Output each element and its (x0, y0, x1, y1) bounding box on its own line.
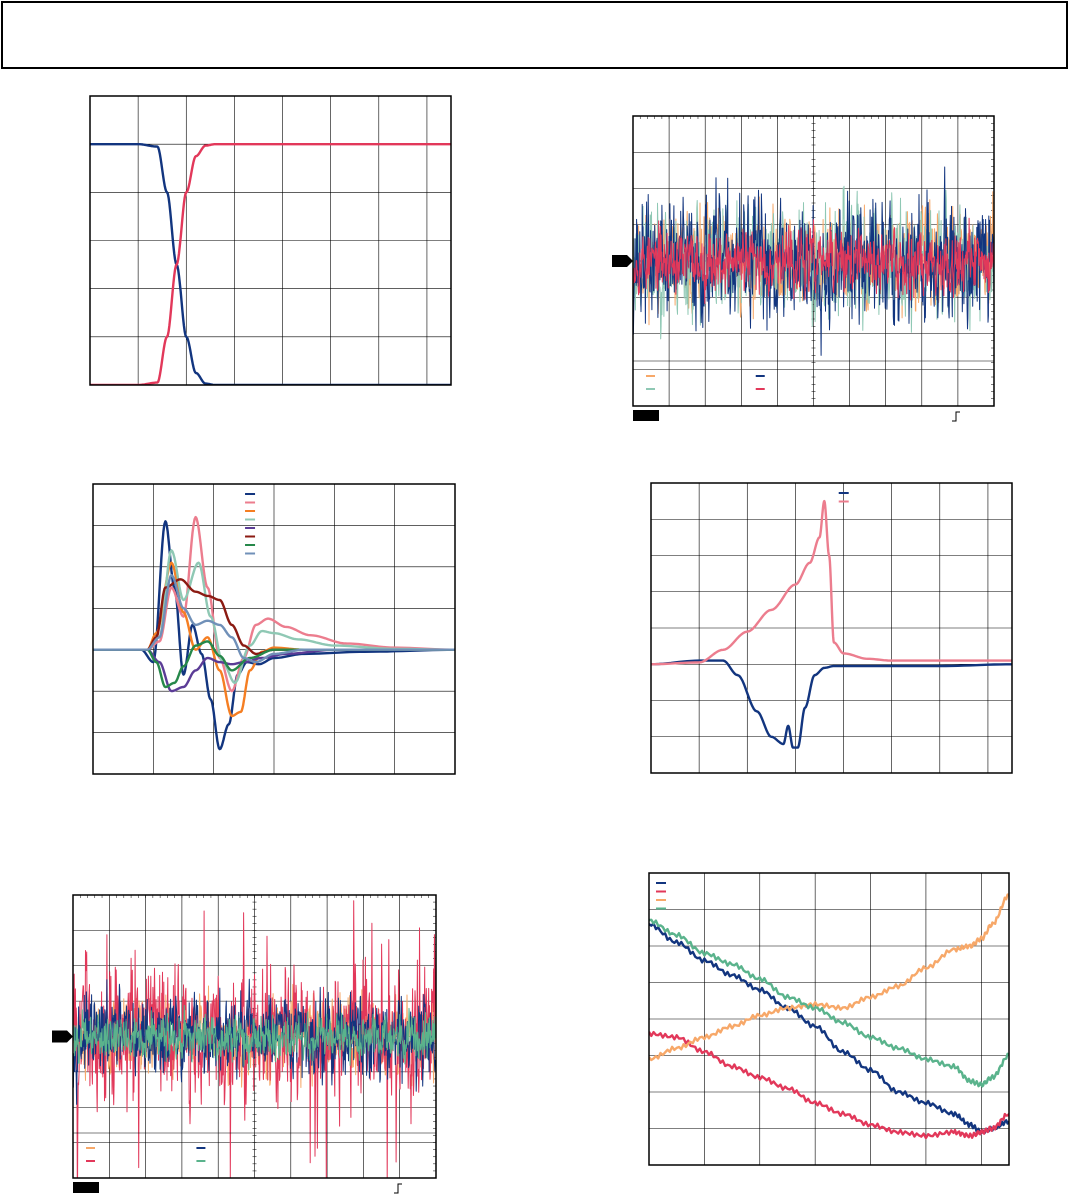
chart3-series-1 (93, 515, 455, 693)
chart1-series-1 (90, 143, 451, 385)
chart6-legend (656, 882, 666, 910)
chart-3 (92, 483, 456, 775)
chart-5-svg (52, 894, 437, 1194)
chart2-channel-box (633, 410, 659, 421)
chart5-series-3 (73, 1005, 436, 1071)
chart3-series-7 (93, 573, 455, 664)
chart-1-svg (89, 95, 452, 386)
chart5-frame (72, 894, 437, 1179)
chart-5 (50, 894, 437, 1201)
chart1-frame (89, 95, 452, 386)
chart6-series (649, 893, 1009, 1140)
chart3-series (93, 515, 455, 751)
chart2-series (633, 166, 994, 356)
chart-3-svg (92, 483, 456, 775)
chart3-legend (245, 493, 256, 555)
chart6-series-3 (649, 918, 1009, 1088)
chart5-series (73, 900, 436, 1178)
chart-4 (650, 482, 1013, 774)
chart4-series-0 (651, 659, 1012, 749)
chart4-legend (838, 492, 849, 503)
chart6-frame (648, 872, 1010, 1166)
chart2-trigger-icon (952, 411, 960, 422)
chart1-series (90, 143, 451, 385)
chart-1 (89, 95, 452, 386)
chart5-ground-marker (52, 1030, 73, 1043)
chart1-series-0 (90, 143, 451, 385)
chart-6-svg (648, 872, 1010, 1166)
chart3-frame (92, 483, 456, 775)
chart1-grid (90, 96, 451, 385)
chart4-series (651, 499, 1012, 749)
chart6-series-1 (649, 1030, 1009, 1140)
chart-2-svg (612, 115, 995, 422)
chart3-series-3 (93, 549, 455, 685)
chart5-channel-box (73, 1182, 99, 1193)
chart3-series-6 (93, 640, 455, 689)
chart2-series-3 (633, 217, 994, 304)
chart6-grid (649, 873, 1009, 1165)
chart-2 (610, 115, 995, 429)
chart2-ground-marker (612, 255, 633, 267)
chart3-series-0 (93, 520, 455, 751)
chart-6 (648, 872, 1010, 1166)
chart4-series-1 (651, 499, 1012, 666)
chart6-series-0 (649, 922, 1009, 1136)
chart4-grid (651, 483, 1012, 773)
chart5-trigger-icon (394, 1183, 402, 1194)
chart2-frame (632, 115, 995, 407)
header-box (1, 1, 1068, 69)
chart6-series-2 (649, 893, 1009, 1062)
chart-4-svg (650, 482, 1013, 774)
chart4-frame (650, 482, 1013, 774)
chart3-grid (93, 484, 455, 774)
